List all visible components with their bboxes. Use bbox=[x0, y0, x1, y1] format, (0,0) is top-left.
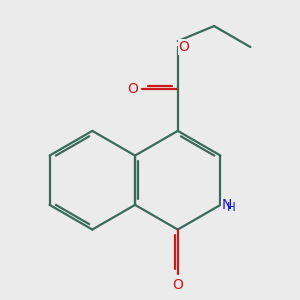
Text: N: N bbox=[221, 198, 232, 212]
Text: H: H bbox=[227, 201, 236, 214]
Text: O: O bbox=[127, 82, 138, 96]
Text: O: O bbox=[172, 278, 183, 292]
Text: O: O bbox=[179, 40, 190, 54]
